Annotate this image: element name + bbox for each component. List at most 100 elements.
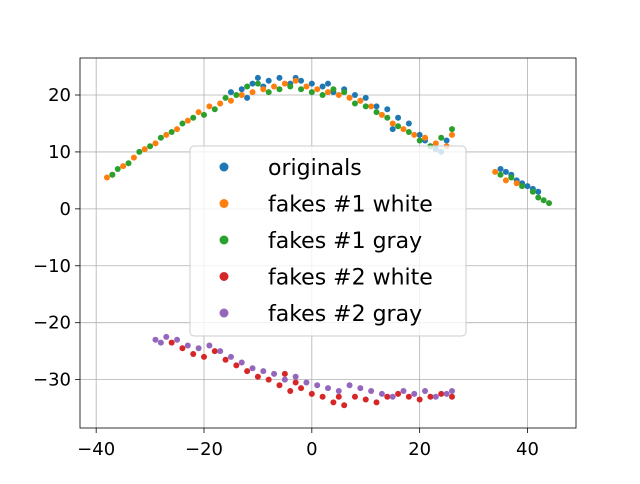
data-point: [357, 97, 364, 104]
data-point: [351, 92, 358, 98]
y-tick-label: 0: [60, 199, 71, 220]
data-point: [260, 86, 267, 93]
data-point: [254, 74, 261, 81]
data-point: [227, 89, 234, 96]
data-point: [125, 160, 132, 167]
data-point: [130, 154, 137, 161]
data-point: [298, 385, 305, 392]
x-tick-label: −20: [185, 439, 223, 460]
data-point: [211, 348, 218, 355]
data-point: [249, 89, 256, 96]
data-point: [222, 356, 229, 363]
data-point: [265, 376, 272, 383]
data-point: [325, 385, 331, 392]
data-point: [395, 390, 402, 397]
legend-marker: [219, 235, 229, 245]
legend-label: fakes #1 gray: [268, 229, 422, 254]
data-point: [287, 83, 294, 90]
data-point: [492, 168, 499, 175]
data-point: [276, 86, 283, 93]
data-point: [292, 373, 299, 380]
data-point: [395, 114, 402, 121]
data-point: [368, 103, 375, 110]
data-point: [222, 94, 229, 101]
x-tick-label: 40: [516, 439, 539, 460]
series-4: [152, 333, 455, 400]
data-point: [389, 126, 396, 133]
data-point: [432, 140, 439, 147]
data-point: [438, 134, 445, 141]
data-point: [449, 388, 455, 394]
data-point: [114, 166, 121, 172]
data-point: [227, 353, 234, 360]
data-point: [335, 393, 342, 400]
data-point: [519, 183, 526, 190]
data-point: [384, 106, 391, 113]
data-point: [238, 86, 245, 93]
data-point: [174, 126, 181, 133]
x-tick-label: −40: [77, 439, 115, 460]
data-point: [271, 370, 278, 377]
data-point: [298, 86, 305, 93]
data-point: [325, 89, 331, 96]
data-point: [362, 396, 369, 403]
data-point: [238, 92, 245, 98]
data-point: [400, 388, 407, 394]
series-3: [168, 339, 455, 409]
data-point: [346, 94, 353, 101]
data-point: [287, 388, 294, 394]
legend-marker: [219, 272, 229, 281]
data-point: [195, 345, 202, 352]
data-point: [190, 351, 197, 357]
legend-label: originals: [268, 156, 362, 181]
data-point: [249, 80, 256, 87]
data-point: [103, 174, 110, 181]
data-point: [254, 373, 261, 380]
data-point: [141, 146, 148, 153]
data-point: [281, 376, 288, 383]
data-point: [351, 393, 358, 400]
data-point: [308, 390, 315, 397]
series-1: [103, 77, 520, 187]
data-point: [168, 339, 175, 346]
data-point: [271, 83, 278, 90]
data-point: [432, 393, 439, 400]
data-point: [384, 114, 391, 121]
data-point: [314, 86, 321, 93]
data-point: [147, 143, 154, 150]
data-point: [389, 120, 396, 127]
data-point: [529, 188, 536, 195]
axis-ticks: −40 −20 0 20 40 −30 −20 −10 0 10 20: [33, 85, 539, 460]
data-point: [319, 83, 326, 90]
data-point: [373, 103, 380, 110]
data-point: [281, 370, 288, 377]
data-point: [244, 83, 251, 90]
data-point: [502, 168, 509, 175]
data-point: [373, 399, 380, 406]
data-point: [389, 393, 396, 400]
data-point: [227, 97, 234, 104]
data-point: [120, 163, 127, 170]
data-point: [308, 80, 315, 87]
data-point: [265, 77, 272, 84]
data-point: [497, 171, 504, 178]
data-point: [206, 342, 213, 349]
data-point: [368, 388, 375, 394]
data-point: [502, 177, 509, 184]
y-tick-label: −20: [33, 313, 71, 334]
data-point: [335, 92, 342, 98]
data-point: [508, 174, 515, 181]
data-point: [249, 365, 256, 372]
data-point: [206, 103, 213, 110]
data-point: [276, 74, 283, 81]
y-tick-label: −30: [33, 370, 71, 391]
data-point: [378, 111, 385, 118]
data-point: [244, 94, 251, 101]
data-point: [341, 402, 348, 409]
data-point: [174, 336, 181, 343]
data-point: [416, 137, 423, 144]
data-point: [497, 166, 504, 172]
data-point: [152, 140, 159, 147]
